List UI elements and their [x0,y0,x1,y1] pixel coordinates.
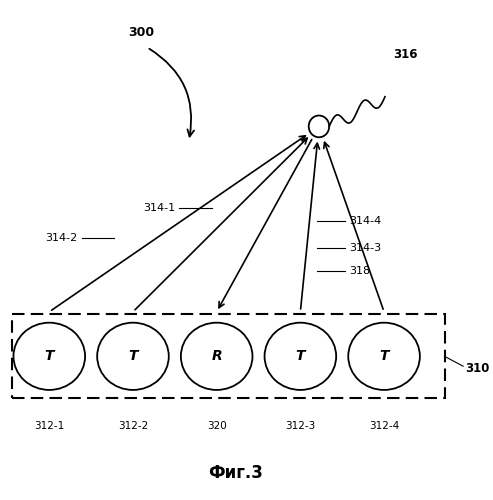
Ellipse shape [13,322,85,390]
Text: Фиг.3: Фиг.3 [208,464,263,481]
Ellipse shape [181,322,252,390]
Text: T: T [296,350,305,364]
Text: T: T [379,350,389,364]
Text: 300: 300 [128,26,154,39]
Text: 318: 318 [349,266,370,276]
Text: 314-4: 314-4 [349,216,382,226]
Circle shape [309,116,329,138]
Text: 312-1: 312-1 [34,420,65,430]
Text: T: T [44,350,54,364]
Text: R: R [211,350,222,364]
Text: 310: 310 [465,362,490,375]
Text: T: T [128,350,138,364]
Bar [12,314,445,398]
Text: 312-4: 312-4 [369,420,399,430]
Text: 314-1: 314-1 [142,203,175,213]
Text: 312-3: 312-3 [285,420,316,430]
Text: 314-3: 314-3 [349,242,381,252]
Text: 314-2: 314-2 [45,232,77,242]
Text: 316: 316 [393,48,418,61]
Text: 320: 320 [207,420,227,430]
Text: 312-2: 312-2 [118,420,148,430]
Ellipse shape [265,322,336,390]
Ellipse shape [97,322,169,390]
Ellipse shape [348,322,420,390]
